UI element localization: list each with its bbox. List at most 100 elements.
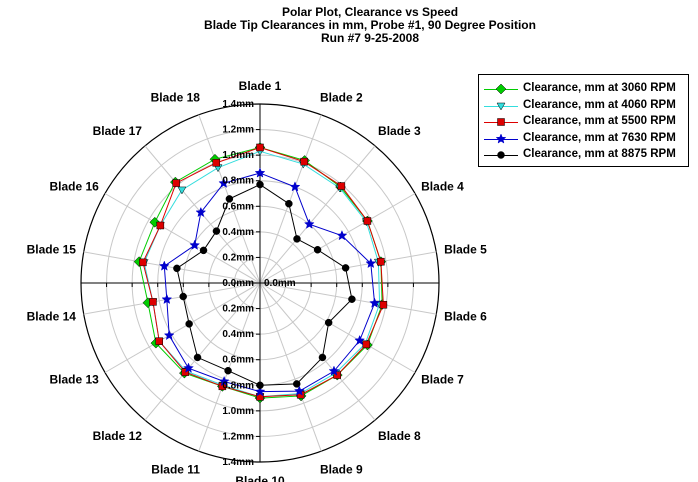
data-point bbox=[183, 362, 194, 373]
legend-marker bbox=[497, 151, 505, 159]
data-point bbox=[218, 375, 230, 387]
data-point bbox=[293, 235, 301, 243]
legend: Clearance, mm at 3060 RPM Clearance, mm a… bbox=[478, 74, 689, 167]
legend-item: Clearance, mm at 4060 RPM bbox=[479, 98, 688, 114]
radial-tick-label: 0.0mm bbox=[222, 278, 254, 289]
data-point bbox=[173, 264, 181, 273]
legend-label: Clearance, mm at 3060 RPM bbox=[523, 82, 676, 94]
category-label: Blade 3 bbox=[378, 124, 421, 138]
data-point bbox=[336, 230, 348, 241]
category-label: Blade 14 bbox=[27, 310, 77, 324]
category-label: Blade 10 bbox=[235, 474, 285, 482]
data-point bbox=[363, 217, 372, 225]
category-label: Blade 12 bbox=[93, 429, 143, 443]
data-point bbox=[195, 206, 207, 218]
category-label: Blade 16 bbox=[49, 180, 99, 194]
data-point bbox=[256, 143, 264, 152]
category-label: Blade 9 bbox=[320, 462, 363, 476]
radial-tick-label: 0.8mm bbox=[222, 176, 254, 187]
data-point bbox=[496, 102, 506, 111]
data-point bbox=[293, 385, 305, 396]
grid-spoke bbox=[259, 193, 416, 284]
data-point bbox=[333, 371, 342, 379]
legend-label: Clearance, mm at 4060 RPM bbox=[523, 98, 676, 111]
category-label: Blade 5 bbox=[444, 242, 487, 256]
legend-label: Clearance, mm at 5500 RPM bbox=[523, 115, 676, 127]
legend-item: Clearance, mm at 3060 RPM bbox=[479, 81, 688, 97]
radial-tick-label: 1.2mm bbox=[222, 125, 254, 136]
data-point bbox=[497, 151, 505, 159]
category-label: Blade 17 bbox=[93, 124, 143, 138]
grid-spoke bbox=[83, 251, 261, 284]
data-point bbox=[292, 380, 301, 388]
grid-spoke bbox=[259, 282, 376, 421]
data-point bbox=[177, 186, 187, 195]
category-label: Blade 1 bbox=[239, 79, 282, 93]
data-point bbox=[254, 167, 266, 178]
grid-spoke bbox=[259, 282, 437, 315]
data-point bbox=[185, 320, 193, 328]
data-point bbox=[155, 337, 163, 345]
series-3 bbox=[139, 143, 388, 401]
radial-tick-label: 1.2mm bbox=[222, 431, 254, 442]
grid-spoke bbox=[83, 282, 261, 315]
radial-tick-label: 0.6mm bbox=[222, 201, 254, 212]
series-5 bbox=[173, 180, 356, 390]
legend-marker bbox=[495, 83, 507, 95]
data-point bbox=[377, 257, 385, 266]
grid-spoke bbox=[259, 282, 416, 373]
data-point bbox=[289, 181, 301, 192]
legend-marker bbox=[496, 102, 506, 111]
category-label: Blade 6 bbox=[444, 310, 487, 324]
radial-tick-label: 0.4mm bbox=[222, 329, 254, 340]
data-point bbox=[313, 246, 322, 254]
data-point bbox=[348, 295, 356, 303]
category-label: Blade 15 bbox=[27, 242, 77, 256]
data-point bbox=[193, 353, 202, 362]
category-label: Blade 8 bbox=[378, 429, 421, 443]
data-point bbox=[181, 368, 189, 376]
data-point bbox=[256, 180, 264, 189]
grid-spoke bbox=[198, 282, 261, 452]
data-point bbox=[365, 257, 377, 269]
chart-title-block: Polar Plot, Clearance vs Speed Blade Tip… bbox=[0, 6, 698, 45]
label-layer: 0.0mm 0.0mm 0.2mm 0.2mm 0.4mm 0.4mm 0.6mm 0.6mm… bbox=[27, 79, 488, 482]
data-point bbox=[156, 221, 165, 230]
grid-spoke bbox=[259, 145, 376, 284]
legend-item: Clearance, mm at 7630 RPM bbox=[479, 131, 688, 147]
data-point bbox=[369, 297, 380, 308]
category-label: Blade 18 bbox=[151, 91, 201, 105]
data-point bbox=[254, 386, 266, 397]
data-point bbox=[341, 264, 350, 272]
data-point bbox=[161, 293, 173, 305]
category-label: Blade 4 bbox=[421, 180, 464, 194]
data-point bbox=[256, 381, 264, 390]
radial-tick-label: 1.4mm bbox=[222, 457, 254, 468]
chart-title: Polar Plot, Clearance vs Speed bbox=[281, 5, 459, 19]
radial-tick-label: 0.2mm bbox=[222, 252, 254, 263]
legend-item: Clearance, mm at 5500 RPM bbox=[479, 114, 688, 130]
chart-subtitle: Blade Tip Clearances in mm, Probe #1, 90… bbox=[204, 18, 536, 32]
data-point bbox=[495, 83, 507, 95]
legend-item: Clearance, mm at 8875 RPM bbox=[479, 147, 688, 163]
data-point bbox=[337, 182, 346, 190]
category-label: Blade 11 bbox=[151, 462, 200, 476]
legend-label: Clearance, mm at 8875 RPM bbox=[523, 148, 676, 160]
data-point bbox=[199, 246, 208, 255]
grid-spoke bbox=[144, 282, 261, 421]
grid-spoke bbox=[259, 114, 322, 284]
polar-grid bbox=[80, 103, 440, 463]
radial-tick-label: 0.6mm bbox=[222, 355, 254, 366]
series-4 bbox=[158, 167, 380, 397]
data-point bbox=[497, 118, 505, 126]
grid-spoke bbox=[104, 193, 261, 284]
radial-tick-label: 0.2mm bbox=[222, 304, 254, 315]
legend-label: Clearance, mm at 7630 RPM bbox=[523, 131, 676, 144]
data-point bbox=[328, 365, 340, 376]
data-point bbox=[303, 218, 315, 229]
category-label: Blade 2 bbox=[320, 91, 363, 105]
data-point bbox=[179, 292, 187, 301]
data-point bbox=[224, 366, 232, 375]
grid-spoke bbox=[104, 282, 261, 373]
